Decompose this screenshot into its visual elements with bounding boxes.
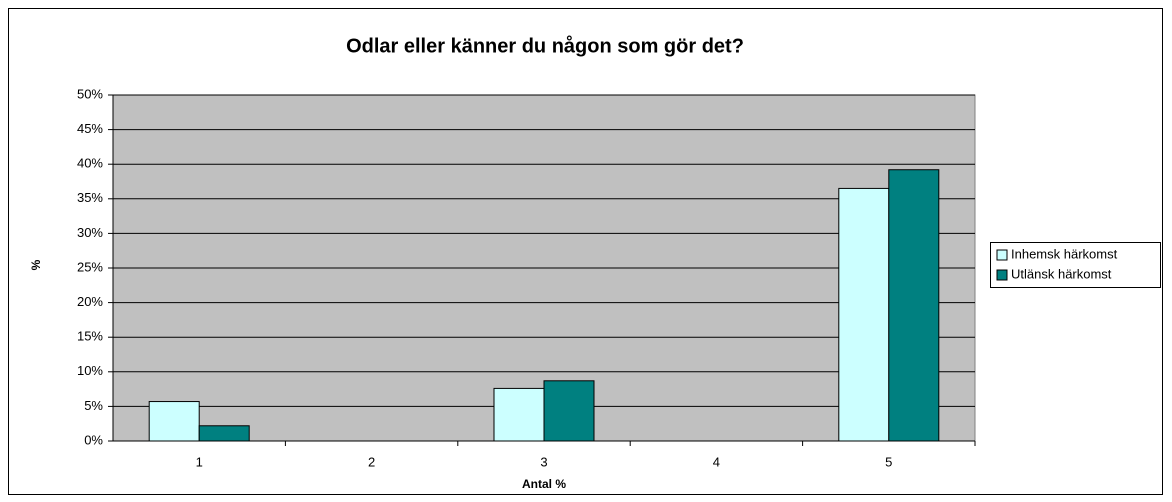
y-tick-label: 0% xyxy=(84,432,103,447)
y-tick-label: 40% xyxy=(77,156,103,171)
bar xyxy=(888,169,940,442)
y-tick-label: 50% xyxy=(77,86,103,101)
x-tick-label: 3 xyxy=(540,454,547,469)
y-tick-label: 20% xyxy=(77,294,103,309)
legend-swatch xyxy=(996,249,1008,261)
y-tick-label: 45% xyxy=(77,121,103,136)
bar xyxy=(493,387,545,442)
y-tick-label: 30% xyxy=(77,225,103,240)
legend-swatch xyxy=(996,269,1008,281)
x-tick-label: 5 xyxy=(885,454,892,469)
y-tick-label: 25% xyxy=(77,259,103,274)
y-axis-label: % xyxy=(29,259,43,270)
y-tick-label: 35% xyxy=(77,190,103,205)
x-tick-label: 1 xyxy=(196,454,203,469)
x-axis-label: Antal % xyxy=(522,477,566,491)
x-tick-label: 2 xyxy=(368,454,375,469)
bar xyxy=(198,425,250,442)
bar xyxy=(543,380,595,442)
bar xyxy=(838,187,890,442)
y-tick-label: 5% xyxy=(84,398,103,413)
chart-title: Odlar eller känner du någon som gör det? xyxy=(346,34,744,57)
bar xyxy=(148,401,200,442)
y-tick-label: 15% xyxy=(77,329,103,344)
legend-label: Inhemsk härkomst xyxy=(1011,246,1118,261)
y-tick-label: 10% xyxy=(77,363,103,378)
x-tick-label: 4 xyxy=(713,454,720,469)
legend xyxy=(990,242,1161,288)
legend-label: Utlänsk härkomst xyxy=(1011,266,1112,281)
